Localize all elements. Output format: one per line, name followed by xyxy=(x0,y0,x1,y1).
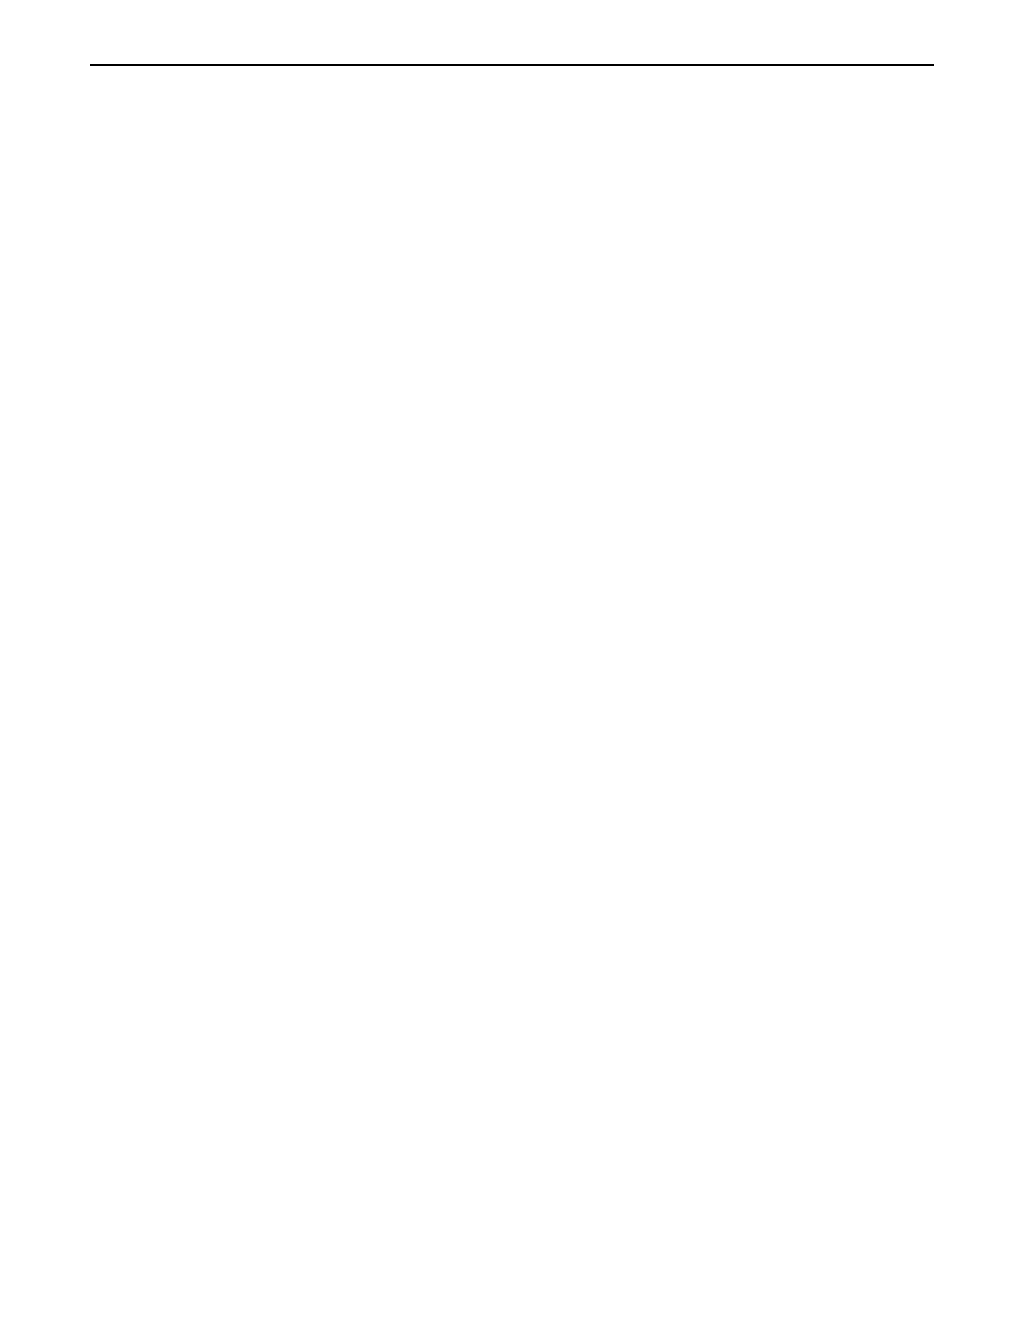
page-header xyxy=(90,60,934,66)
page xyxy=(0,0,1024,1320)
